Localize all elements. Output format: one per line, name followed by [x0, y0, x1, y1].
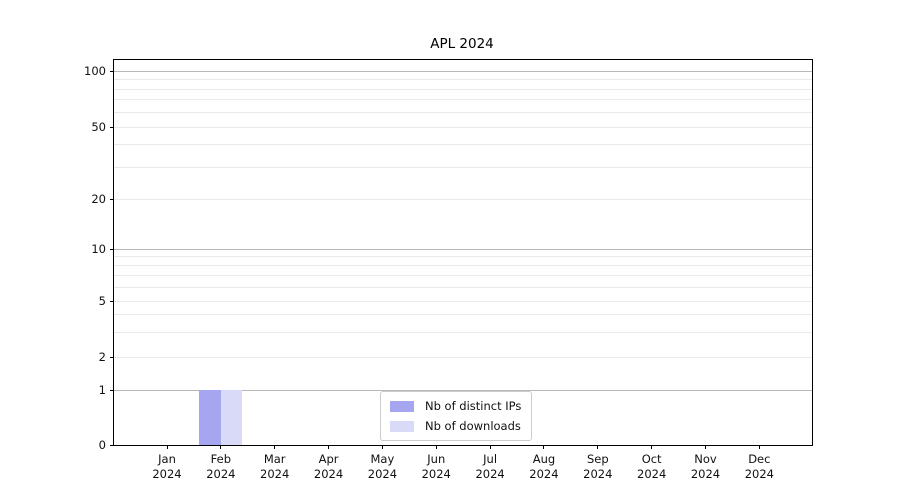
legend-label-nb-of-downloads: Nb of downloads — [425, 419, 521, 433]
x-tick — [705, 445, 706, 449]
x-tick — [597, 445, 599, 449]
x-tick-label: Nov 2024 — [674, 452, 738, 482]
gridline-minor — [114, 275, 812, 277]
x-tick-label: May 2024 — [350, 452, 414, 482]
gridline-minor — [114, 144, 812, 146]
gridline-minor — [114, 265, 812, 267]
y-tick-label: 2 — [98, 350, 106, 364]
x-tick-label: Feb 2024 — [189, 452, 253, 482]
x-tick-label: Jun 2024 — [404, 452, 468, 482]
x-tick-label-year: 2024 — [421, 466, 451, 481]
x-tick — [651, 445, 653, 449]
x-tick-label-month: Nov — [694, 452, 717, 466]
x-tick-label: Mar 2024 — [243, 452, 307, 482]
legend-entry-nb-of-downloads: Nb of downloads — [390, 418, 521, 434]
gridline-minor — [114, 356, 812, 358]
x-tick-label-year: 2024 — [313, 466, 344, 481]
x-tick-label-year: 2024 — [690, 466, 721, 481]
gridline-minor — [114, 300, 812, 302]
x-tick-label-month: Jul — [483, 452, 498, 466]
y-tick-label: 50 — [91, 120, 106, 134]
x-tick — [435, 445, 437, 449]
x-tick — [166, 445, 168, 449]
x-tick — [274, 445, 276, 449]
y-tick — [110, 356, 114, 358]
x-tick-label-month: Jun — [427, 452, 446, 466]
y-tick — [110, 389, 114, 391]
legend: Nb of distinct IPs Nb of downloads — [380, 391, 533, 441]
gridline-minor — [114, 256, 812, 258]
gridline-major — [114, 248, 812, 250]
x-tick-label-month: Mar — [263, 452, 286, 466]
gridline-minor — [114, 314, 812, 316]
chart-title: APL 2024 — [430, 36, 494, 52]
y-tick-label: 1 — [98, 383, 106, 397]
x-tick-label: Aug 2024 — [512, 452, 576, 482]
legend-swatch-nb-of-distinct-ips — [390, 400, 414, 412]
gridline-minor — [114, 79, 812, 80]
x-tick-label-year: 2024 — [529, 466, 559, 481]
y-tick-label: 0 — [98, 438, 106, 452]
bar-nb-of-downloads-feb-2024 — [220, 390, 243, 445]
x-tick-label-month: Jan — [158, 452, 176, 466]
x-tick-label-year: 2024 — [152, 466, 182, 481]
x-tick-label-year: 2024 — [583, 466, 613, 481]
x-tick-label: Sep 2024 — [566, 452, 630, 482]
x-tick-label: Jul 2024 — [458, 452, 522, 482]
gridline-minor — [114, 286, 812, 288]
gridline-minor — [114, 126, 812, 128]
y-tick-label: 100 — [84, 64, 106, 78]
gridline-minor — [114, 198, 812, 200]
x-tick-label-month: Dec — [748, 452, 771, 466]
x-tick — [328, 445, 330, 449]
y-tick — [110, 198, 114, 200]
y-tick — [110, 70, 114, 72]
x-tick-label: Dec 2024 — [727, 452, 791, 482]
y-tick-label: 10 — [91, 242, 106, 256]
y-tick-label: 5 — [98, 294, 106, 308]
x-tick — [758, 445, 760, 449]
gridline-major — [114, 389, 812, 391]
x-tick — [381, 445, 383, 449]
x-tick — [220, 445, 222, 449]
x-tick-label-month: Sep — [586, 452, 609, 466]
x-tick-label: Apr 2024 — [297, 452, 361, 482]
x-tick-label-month: May — [370, 452, 395, 466]
y-tick — [110, 300, 114, 302]
y-tick-label: 20 — [91, 192, 106, 206]
x-tick-label-month: Aug — [532, 452, 556, 466]
legend-swatch-nb-of-downloads — [390, 420, 414, 432]
gridline-minor — [114, 99, 812, 101]
gridline-minor — [114, 331, 812, 333]
x-tick-label-year: 2024 — [475, 466, 505, 481]
y-tick — [110, 126, 114, 128]
x-tick-label-month: Oct — [641, 452, 662, 466]
y-tick — [110, 444, 114, 446]
bar-nb-of-distinct-ips-feb-2024 — [199, 390, 221, 445]
gridline-minor — [114, 111, 812, 113]
gridline-minor — [114, 88, 812, 90]
legend-entry-nb-of-distinct-ips: Nb of distinct IPs — [390, 398, 521, 414]
plot-area: Jan 2024 Feb 2024 Mar 2024 Apr 2024 May 2024 Jun 20… — [84, 59, 813, 481]
x-tick-label-year: 2024 — [744, 466, 774, 481]
x-tick-label: Oct 2024 — [620, 452, 684, 482]
x-tick-label-month: Feb — [210, 452, 232, 466]
gridline-minor — [114, 166, 812, 168]
x-tick-label-month: Apr — [318, 452, 339, 466]
gridline-major — [114, 70, 812, 72]
y-tick — [110, 248, 114, 250]
x-tick-label: Jan 2024 — [135, 452, 199, 482]
legend-label-nb-of-distinct-ips: Nb of distinct IPs — [425, 399, 522, 413]
x-tick-label-year: 2024 — [206, 466, 236, 481]
x-tick — [489, 445, 491, 449]
x-tick-label-year: 2024 — [367, 466, 398, 481]
x-tick-label-year: 2024 — [260, 466, 290, 481]
x-tick — [543, 445, 545, 449]
x-tick-label-year: 2024 — [637, 466, 667, 481]
